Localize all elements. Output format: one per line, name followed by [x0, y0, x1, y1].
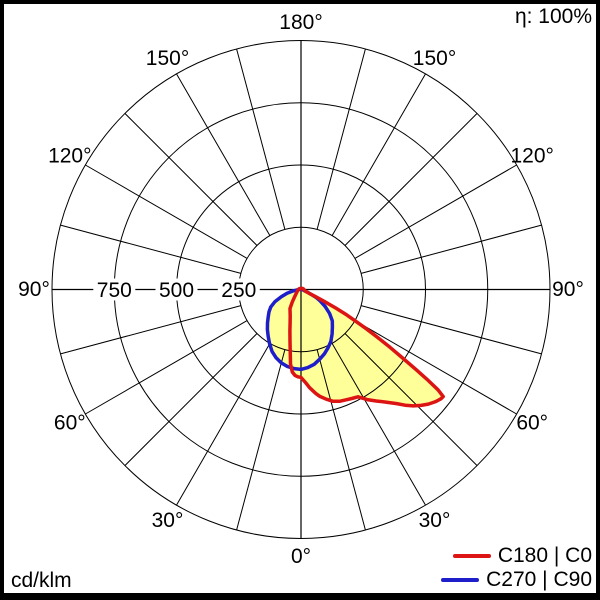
unit-label: cd/klm — [11, 569, 72, 592]
grid-spoke — [344, 333, 478, 466]
angle-label: 0° — [291, 545, 311, 568]
radial-tick-labels: 750 500 250 — [93, 278, 260, 302]
angle-label: 90° — [18, 278, 50, 301]
radial-tick-label: 500 — [159, 279, 194, 302]
radial-tick-label: 750 — [97, 279, 132, 302]
grid-spoke — [124, 333, 258, 466]
legend-item-c0: C180 | C0 — [452, 544, 592, 567]
grid-spoke — [360, 224, 542, 274]
grid-spoke — [354, 164, 517, 259]
angle-label: 150° — [413, 47, 456, 70]
grid-spoke — [331, 73, 426, 236]
curve-c180-c0 — [288, 286, 445, 408]
angle-label: 120° — [510, 145, 553, 168]
angle-label: 60° — [54, 412, 86, 435]
grid-spoke — [236, 349, 286, 531]
angle-label: 120° — [48, 145, 91, 168]
grid-spoke — [85, 320, 248, 415]
grid-spoke — [236, 48, 286, 230]
grid-spoke — [124, 113, 258, 246]
grid-spoke — [331, 343, 426, 506]
efficiency-label: η: 100% — [514, 5, 592, 28]
grid-spoke — [176, 343, 271, 506]
grid-spoke — [316, 349, 366, 531]
curve-fills — [267, 288, 444, 406]
legend-label-c90: C270 | C90 — [486, 568, 592, 591]
angle-label: 60° — [516, 412, 548, 435]
grid-spoke — [60, 224, 242, 274]
grid-spoke — [316, 48, 366, 230]
grid-spoke — [60, 305, 242, 355]
angle-labels: 180° 150° 150° 120° 120° 90° 90° 60° 60° 30° 30° 0° — [18, 11, 584, 568]
legend-label-c0: C180 | C0 — [497, 544, 592, 567]
angle-label: 150° — [146, 47, 189, 70]
grid-spoke — [360, 305, 542, 355]
c90-curve-color-line — [441, 578, 480, 582]
grid-spoke — [344, 113, 478, 246]
c0-curve-color-line — [452, 554, 491, 558]
legend: C180 | C0 C270 | C90 — [441, 545, 592, 591]
angle-label: 30° — [419, 509, 451, 532]
grid-spoke — [85, 164, 248, 259]
grid-spoke — [354, 320, 517, 415]
grid-spoke — [176, 73, 271, 236]
angle-label: 180° — [279, 11, 322, 34]
legend-item-c90: C270 | C90 — [441, 569, 592, 591]
angle-label: 90° — [552, 278, 584, 301]
radial-tick-label: 250 — [221, 279, 256, 302]
angle-label: 30° — [152, 509, 184, 532]
